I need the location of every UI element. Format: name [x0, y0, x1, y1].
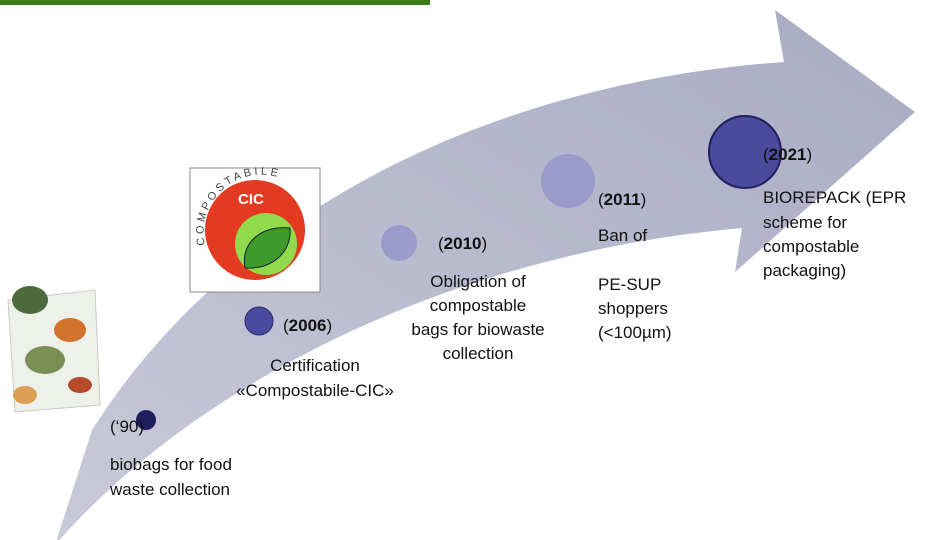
year: 2021 — [769, 145, 807, 164]
milestone-year: (2021) — [763, 145, 812, 164]
paren: ) — [138, 417, 144, 436]
paren: ) — [327, 316, 333, 335]
milestone-text: compostable — [763, 237, 859, 256]
vegetable — [54, 318, 86, 342]
logo-center-text: CIC — [238, 191, 264, 208]
paren: ) — [807, 145, 813, 164]
paren: ) — [641, 190, 647, 209]
milestone-year: (‘90) — [110, 417, 144, 436]
milestone-text: collection — [443, 344, 514, 363]
milestone-year: (2011) — [598, 190, 646, 209]
year: ‘90 — [116, 417, 139, 436]
milestone-text: biobags for food — [110, 455, 232, 474]
milestone-text: Certification — [270, 356, 360, 375]
milestone-year: (2006) — [283, 316, 332, 335]
milestone-dot — [381, 225, 417, 261]
vegetable — [13, 386, 37, 404]
milestone-text: shoppers — [598, 299, 668, 318]
paren: ) — [482, 234, 488, 253]
milestone-text: BIOREPACK (EPR — [763, 188, 906, 207]
page: Compostable timeline {"logo": {"arc_text… — [0, 0, 928, 540]
milestone-year: (2010) — [438, 234, 487, 253]
milestone-text: scheme for — [763, 213, 847, 232]
milestone-text: Obligation of — [430, 272, 526, 291]
milestone-text: compostable — [430, 296, 526, 315]
milestone-text: Ban of — [598, 226, 647, 245]
body: CIC COMPOSTABILE (‘90) biobags for food wa… — [0, 0, 928, 540]
bag-image — [8, 286, 100, 412]
milestone-text: bags for biowaste — [411, 320, 544, 339]
milestone-text: «Compostabile-CIC» — [236, 381, 394, 400]
milestone-text: packaging) — [763, 261, 846, 280]
year: 2010 — [444, 234, 482, 253]
slide: CIC COMPOSTABILE (‘90) biobags for food wa… — [0, 0, 928, 540]
milestone-text: PE-SUP — [598, 275, 661, 294]
vegetable — [25, 346, 65, 374]
top-bar — [0, 0, 430, 5]
milestone-dot — [541, 154, 595, 208]
year: 2006 — [289, 316, 327, 335]
milestone-dot — [245, 307, 273, 335]
vegetable — [68, 377, 92, 393]
cic-logo: CIC COMPOSTABILE — [190, 165, 320, 292]
leaf — [12, 286, 48, 314]
milestone-text: (<100µm) — [598, 323, 672, 342]
year: 2011 — [604, 190, 641, 209]
milestone-text: waste collection — [109, 480, 230, 499]
